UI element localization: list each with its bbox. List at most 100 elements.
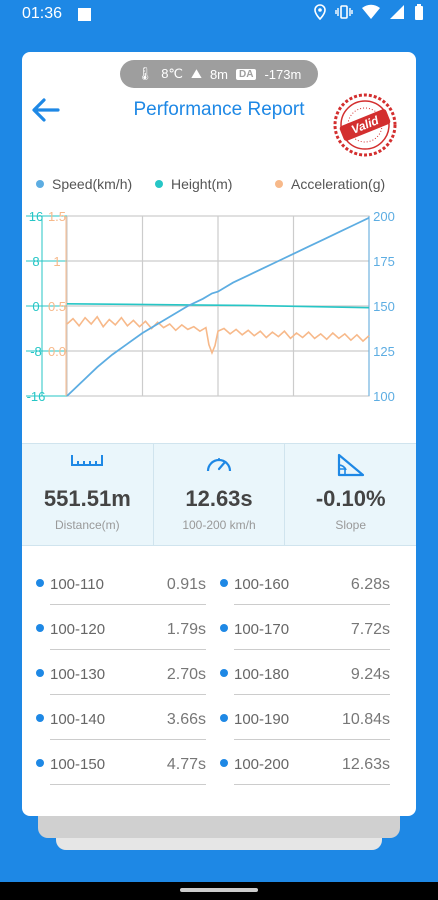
legend-height-label: Height(m) xyxy=(171,176,233,192)
thermometer-icon: 🌡 xyxy=(136,66,154,81)
legend-speed: Speed(km/h) xyxy=(36,176,132,192)
speed-tick-label: 175 xyxy=(373,254,395,269)
speed-tick-label: 125 xyxy=(373,344,395,359)
split-range: 100-140 xyxy=(50,711,106,728)
split-bullet xyxy=(36,624,44,632)
navigation-bar xyxy=(0,882,438,900)
divider xyxy=(234,649,390,650)
split-range: 100-120 xyxy=(50,621,106,638)
report-card xyxy=(22,52,416,816)
split-row: 100-170 7.72s xyxy=(220,609,390,653)
split-time: 0.91s xyxy=(166,576,206,593)
split-range: 100-170 xyxy=(234,621,290,638)
legend-height: Height(m) xyxy=(155,176,232,192)
acceleration-tick-label: 1.5 xyxy=(48,209,66,224)
split-time: 12.63s xyxy=(341,756,390,773)
split-bullet xyxy=(36,759,44,767)
battery-icon xyxy=(415,4,423,20)
height-line xyxy=(66,303,370,309)
distance-value: 551.51m xyxy=(43,486,131,511)
environment-pill: 🌡 8℃ ⛰ 8m DA -173m xyxy=(120,60,318,88)
acceleration-line xyxy=(66,315,370,355)
split-range: 100-180 xyxy=(234,666,290,683)
split-bullet xyxy=(220,714,228,722)
valid-stamp: Valid xyxy=(333,93,397,157)
speed-line xyxy=(66,216,370,397)
divider xyxy=(234,784,390,785)
density-altitude-value: -173m xyxy=(264,66,302,82)
divider xyxy=(50,784,206,785)
legend-speed-dot xyxy=(36,180,44,188)
time-label: 100-200 km/h xyxy=(182,518,256,532)
da-badge: DA xyxy=(236,68,257,80)
split-time: 3.66s xyxy=(166,711,206,728)
acceleration-tick-label: 0.5 xyxy=(48,299,66,314)
altitude-value: 8m xyxy=(209,66,229,82)
slope-value: -0.10% xyxy=(315,486,386,511)
legend-acceleration-dot xyxy=(275,180,283,188)
split-row: 100-120 1.79s xyxy=(36,609,206,653)
split-bullet xyxy=(220,579,228,587)
split-row: 100-190 10.84s xyxy=(220,699,390,743)
divider xyxy=(50,739,206,740)
split-range: 100-110 xyxy=(50,576,104,593)
legend-speed-label: Speed(km/h) xyxy=(52,176,133,192)
split-row: 100-180 9.24s xyxy=(220,654,390,698)
split-bullet xyxy=(36,714,44,722)
split-bullet xyxy=(220,669,228,677)
stat-time: 12.63s 100-200 km/h xyxy=(152,444,285,545)
home-gesture-handle[interactable] xyxy=(180,888,258,892)
acceleration-tick-label: 0.0 xyxy=(48,344,66,359)
split-time: 7.72s xyxy=(350,621,390,638)
location-icon xyxy=(314,4,326,20)
mountain-icon: ⛰ xyxy=(191,66,202,81)
split-row: 100-200 12.63s xyxy=(220,744,390,788)
split-bullet xyxy=(220,759,228,767)
split-range: 100-150 xyxy=(50,756,106,773)
time-value: 12.63s xyxy=(185,486,253,511)
slope-label: Slope xyxy=(335,518,367,532)
divider xyxy=(234,694,390,695)
split-row: 100-140 3.66s xyxy=(36,699,206,743)
split-range: 100-160 xyxy=(234,576,290,593)
split-bullet xyxy=(36,669,44,677)
legend-acceleration-label: Acceleration(g) xyxy=(291,176,386,192)
split-time: 2.70s xyxy=(166,666,206,683)
split-time: 9.24s xyxy=(350,666,390,683)
acceleration-tick-label: 1 xyxy=(53,254,60,269)
split-time: 6.28s xyxy=(350,576,390,593)
slope-icon xyxy=(337,453,364,477)
card-stack-shadow xyxy=(38,814,400,838)
divider xyxy=(50,649,206,650)
ruler-icon xyxy=(71,455,104,466)
page-title: Performance Report xyxy=(133,99,305,120)
split-time: 4.77s xyxy=(166,756,206,773)
split-range: 100-130 xyxy=(50,666,106,683)
back-arrow-icon[interactable] xyxy=(30,96,60,124)
temperature-value: 8℃ xyxy=(161,66,184,81)
wifi-icon xyxy=(362,4,380,20)
divider xyxy=(234,739,390,740)
signal-icon xyxy=(390,5,404,19)
stat-slope: -0.10% Slope xyxy=(284,444,416,545)
stats-panel: 551.51m Distance(m) 12.63s 100-200 km/h … xyxy=(22,443,416,546)
split-row: 100-150 4.77s xyxy=(36,744,206,788)
notification-icon xyxy=(78,8,91,21)
divider xyxy=(50,694,206,695)
split-row: 100-160 6.28s xyxy=(220,564,390,608)
split-range: 100-190 xyxy=(234,711,290,728)
speed-tick-label: 100 xyxy=(373,389,395,404)
divider xyxy=(50,604,206,605)
distance-label: Distance(m) xyxy=(54,518,120,532)
speed-tick-label: 200 xyxy=(373,209,395,224)
speedometer-icon xyxy=(206,458,232,472)
split-bullet xyxy=(36,579,44,587)
split-bullet xyxy=(220,624,228,632)
split-row: 100-110 0.91s xyxy=(36,564,206,608)
legend-height-dot xyxy=(155,180,163,188)
vibrate-icon xyxy=(335,5,353,19)
split-time: 1.79s xyxy=(166,621,206,638)
split-time: 10.84s xyxy=(341,711,390,728)
split-row: 100-130 2.70s xyxy=(36,654,206,698)
